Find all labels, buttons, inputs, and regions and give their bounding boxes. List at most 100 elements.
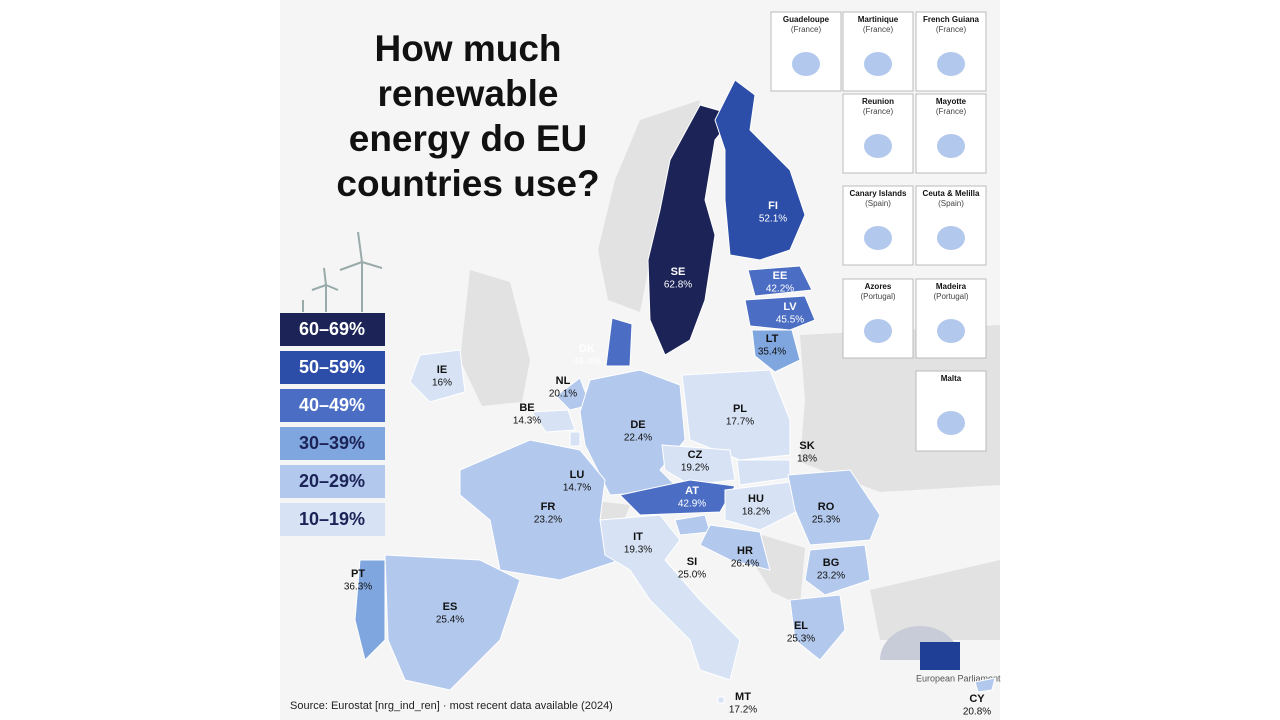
country-value: 19.3% [624,545,652,556]
legend-swatch [280,351,385,384]
country-value: 46.4% [573,357,601,368]
country-value: 20.1% [549,389,577,400]
country-shape [605,317,633,367]
inset-island [937,319,965,343]
legend-swatch [280,465,385,498]
country-code: AT [685,485,699,497]
country-shape [531,409,576,433]
country-code: CZ [688,449,703,461]
inset-name: Ceuta & Melilla [923,189,980,198]
inset-name: Madeira [936,282,967,291]
country-shape [974,677,996,693]
country-value: 23.2% [534,515,562,526]
source: Source: Eurostat [nrg_ind_ren] · most re… [290,700,613,712]
inset-note: (France) [863,107,894,116]
country-shape [579,369,686,496]
inset-note: (Portugal) [860,292,895,301]
country-code: FR [541,501,556,513]
country-shape [384,554,521,691]
country-value: 45.5% [776,315,804,326]
inset-island [937,226,965,250]
inset-island [864,52,892,76]
inset-box [842,11,914,92]
inset-box [915,93,987,174]
country-code: PL [733,403,747,415]
inset-note: (Spain) [865,199,891,208]
logo-flag [920,642,960,670]
inset-name: Canary Islands [850,189,907,198]
country-code: HU [748,493,764,505]
inset-name: Mayotte [936,97,967,106]
legend-label: 60–69% [299,319,365,339]
inset-name: Malta [941,374,962,383]
inset-box [915,11,987,92]
legend-swatch [280,427,385,460]
country-code: EL [794,620,808,632]
country-value: 42.2% [766,284,794,295]
title: How much renewable energy do EU countrie… [336,28,600,204]
country-code: NL [556,375,571,387]
country-shape [751,329,801,373]
inset-name: Guadeloupe [783,15,830,24]
country-value: 25.4% [436,615,464,626]
inset-box [842,278,914,359]
country-value: 14.7% [563,483,591,494]
country-value: 17.2% [729,705,757,716]
country-value: 25.0% [678,570,706,581]
country-code: SE [671,266,686,278]
country-code: BG [823,557,840,569]
country-code: DE [630,419,645,431]
country-shape [714,79,806,261]
country-code: BE [519,402,534,414]
country-code: LU [570,469,585,481]
inset-name: Reunion [862,97,894,106]
inset-note: (France) [936,25,967,34]
inset-island [864,319,892,343]
inset-note: (Portugal) [933,292,968,301]
inset-box [770,11,842,92]
country-value: 20.8% [963,707,991,718]
country-code: SI [687,556,697,568]
legend-swatch [280,389,385,422]
country-code: PT [351,568,365,580]
legend-label: 20–29% [299,471,365,491]
country-code: CY [969,693,985,705]
country-value: 19.2% [681,463,709,474]
country-code: EE [773,270,788,282]
legend-label: 50–59% [299,357,365,377]
country-value: 52.1% [759,214,787,225]
inset-name: Azores [865,282,892,291]
country-code: DK [579,343,595,355]
country-value: 62.8% [664,280,692,291]
inset-box [915,278,987,359]
country-value: 42.9% [678,499,706,510]
country-shape [647,104,736,356]
country-shape [599,514,741,681]
country-shape [681,369,791,461]
inset-note: (France) [936,107,967,116]
country-shape [409,349,466,403]
country-code: IT [633,531,643,543]
country-shape [354,559,386,661]
country-value: 25.3% [787,634,815,645]
country-code: HR [737,545,753,557]
country-shape [804,544,871,596]
country-shape [717,696,725,704]
country-shape [789,594,846,661]
country-code: MT [735,691,751,703]
inset-island [937,134,965,158]
country-value: 35.4% [758,347,786,358]
inset-island [937,411,965,435]
country-value: 36.3% [344,582,372,593]
legend-label: 40–49% [299,395,365,415]
inset-name: Martinique [858,15,899,24]
inset-box [842,93,914,174]
country-shape [699,524,771,571]
country-code: RO [818,501,835,513]
inset-box [915,185,987,266]
country-value: 25.3% [812,515,840,526]
country-shape [744,295,816,331]
legend-swatch [280,503,385,536]
country-value: 23.2% [817,571,845,582]
